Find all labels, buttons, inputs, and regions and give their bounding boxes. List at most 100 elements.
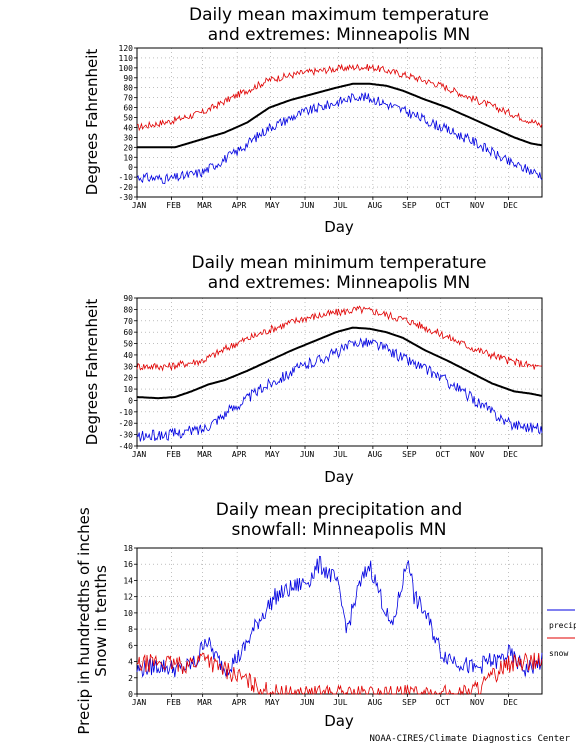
series-line-upper-extreme (136, 305, 543, 372)
x-tick-label: SEP (402, 450, 417, 459)
y-tick-label: -20 (119, 183, 134, 192)
y-tick-label: 120 (119, 44, 134, 53)
x-tick-label: FEB (166, 201, 181, 210)
plot-frame (136, 547, 543, 695)
y-tick-label: 0 (128, 396, 133, 405)
y-tick-label: 100 (119, 64, 134, 73)
series-line-mean (136, 326, 543, 400)
y-tick-label: 70 (123, 94, 133, 103)
y-tick-label: 50 (123, 340, 133, 349)
x-tick-label: SEP (402, 698, 417, 707)
y-tick-label: 14 (123, 576, 133, 585)
x-tick-label: FEB (166, 450, 181, 459)
x-tick-label: AUG (368, 698, 383, 707)
series-line-lower-extreme (136, 337, 543, 442)
y-tick-label: 4 (128, 658, 133, 667)
credit-text: NOAA-CIRES/Climate Diagnostics Center (370, 734, 571, 744)
y-axis-label: Degrees Fahrenheit (83, 299, 101, 446)
y-tick-label: 40 (123, 123, 133, 132)
y-tick-label: 16 (123, 560, 133, 569)
x-tick-label: JAN (132, 698, 147, 707)
x-tick-label: SEP (402, 201, 417, 210)
x-tick-label: OCT (436, 450, 451, 459)
y-tick-label: 70 (123, 317, 133, 326)
chart-title: snowfall: Minneapolis MN (231, 520, 446, 540)
y-tick-label: 20 (123, 374, 133, 383)
series-line-mean (137, 82, 543, 149)
y-axis-label: Snow in tenths (92, 565, 110, 677)
y-tick-label: 50 (123, 114, 133, 123)
chart-title: and extremes: Minneapolis MN (208, 273, 470, 293)
legend-label-snow: snow (549, 649, 568, 658)
x-axis-label: Day (324, 712, 354, 730)
y-tick-label: 8 (128, 625, 133, 634)
x-tick-label: JUN (300, 698, 315, 707)
x-tick-label: AUG (368, 450, 383, 459)
x-tick-label: APR (232, 450, 247, 459)
y-tick-label: -20 (119, 419, 134, 428)
y-tick-label: -10 (119, 173, 134, 182)
x-tick-label: FEB (166, 698, 181, 707)
y-tick-label: 110 (119, 54, 134, 63)
x-axis-label: Day (324, 468, 354, 486)
x-tick-label: NOV (470, 201, 485, 210)
x-tick-label: JAN (132, 201, 147, 210)
chart-title: and extremes: Minneapolis MN (208, 25, 470, 45)
chart-title: Daily mean precipitation and (216, 500, 463, 520)
x-tick-label: OCT (436, 201, 451, 210)
series-line-lower-extreme (136, 92, 543, 185)
x-tick-label: JUL (333, 450, 348, 459)
legend-label-precip: precip (549, 621, 576, 630)
y-tick-label: 12 (123, 593, 133, 602)
y-tick-label: 30 (123, 133, 133, 142)
plot-frame (136, 47, 543, 198)
y-axis-label: Precip in hundredths of inches (75, 507, 93, 734)
y-tick-label: 60 (123, 104, 133, 113)
series-line-snow (136, 652, 543, 696)
y-tick-label: 2 (128, 674, 133, 683)
y-tick-label: 0 (128, 690, 133, 699)
plot-frame (136, 297, 543, 447)
y-tick-label: 20 (123, 143, 133, 152)
x-tick-label: NOV (470, 450, 485, 459)
x-tick-label: JUN (300, 450, 315, 459)
x-tick-label: JUL (333, 201, 348, 210)
y-tick-label: -40 (119, 442, 134, 451)
x-tick-label: MAR (197, 698, 212, 707)
y-tick-label: 90 (123, 294, 133, 303)
y-tick-label: 18 (123, 544, 133, 553)
y-tick-label: 10 (123, 385, 133, 394)
x-tick-label: MAY (265, 698, 280, 707)
series-line-precip (136, 555, 543, 678)
y-tick-label: 10 (123, 153, 133, 162)
x-tick-label: NOV (470, 698, 485, 707)
x-tick-label: AUG (368, 201, 383, 210)
x-tick-label: MAR (197, 201, 212, 210)
y-tick-label: -30 (119, 193, 134, 202)
x-tick-label: DEC (503, 201, 518, 210)
x-tick-label: JAN (132, 450, 147, 459)
x-tick-label: JUN (300, 201, 315, 210)
y-tick-label: 60 (123, 328, 133, 337)
x-tick-label: MAY (265, 450, 280, 459)
y-tick-label: 0 (128, 163, 133, 172)
y-tick-label: 40 (123, 351, 133, 360)
chart-title: Daily mean maximum temperature (189, 5, 489, 25)
x-tick-label: APR (232, 698, 247, 707)
y-tick-label: 90 (123, 74, 133, 83)
y-tick-label: 10 (123, 609, 133, 618)
x-tick-label: JUL (333, 698, 348, 707)
y-tick-label: -30 (119, 431, 134, 440)
x-tick-label: APR (232, 201, 247, 210)
x-tick-label: DEC (503, 698, 518, 707)
y-axis-label: Degrees Fahrenheit (83, 49, 101, 196)
y-tick-label: 30 (123, 362, 133, 371)
x-tick-label: MAY (265, 201, 280, 210)
series-line-upper-extreme (136, 63, 543, 132)
x-tick-label: MAR (197, 450, 212, 459)
y-tick-label: 6 (128, 641, 133, 650)
y-tick-label: 80 (123, 305, 133, 314)
